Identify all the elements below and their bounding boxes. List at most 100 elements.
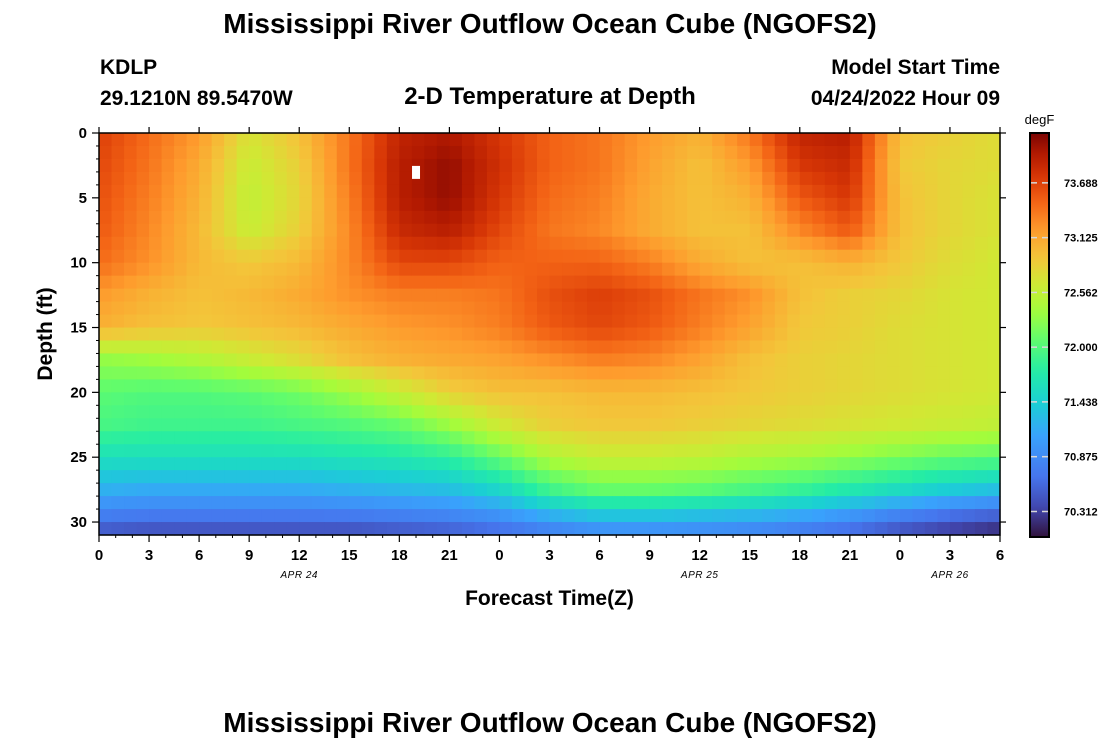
heatmap-cell	[887, 444, 901, 458]
heatmap-cell	[411, 405, 425, 419]
heatmap-cell	[987, 197, 1001, 212]
heatmap-cell	[824, 210, 838, 225]
heatmap-cell	[499, 288, 513, 303]
heatmap-cell	[124, 366, 138, 380]
heatmap-cell	[749, 457, 763, 471]
heatmap-cell	[424, 405, 438, 419]
heatmap-cell	[774, 236, 788, 251]
heatmap-cell	[674, 236, 688, 251]
heatmap-cell	[612, 314, 626, 329]
heatmap-cell	[536, 431, 551, 445]
heatmap-cell	[862, 197, 876, 212]
heatmap-cell	[424, 145, 438, 160]
heatmap-cell	[449, 340, 463, 355]
heatmap-cell	[612, 379, 626, 393]
heatmap-cell	[787, 184, 801, 199]
heatmap-cell	[662, 496, 676, 510]
heatmap-cell	[587, 133, 601, 147]
heatmap-cell	[899, 340, 913, 355]
heatmap-cell	[774, 184, 788, 199]
heatmap-cell	[899, 405, 913, 419]
heatmap-cell	[174, 275, 188, 290]
heatmap-cell	[299, 223, 313, 238]
heatmap-cell	[837, 210, 851, 225]
heatmap-cell	[486, 133, 501, 147]
heatmap-cell	[186, 431, 200, 445]
heatmap-cell	[849, 145, 863, 160]
heatmap-cell	[737, 145, 751, 160]
heatmap-cell	[762, 236, 776, 251]
heatmap-cell	[574, 340, 588, 355]
heatmap-cell	[662, 405, 676, 419]
heatmap-cell	[949, 509, 964, 523]
heatmap-cell	[937, 249, 951, 264]
heatmap-cell	[812, 418, 826, 432]
heatmap-cell	[336, 223, 350, 238]
heatmap-cell	[599, 457, 613, 471]
heatmap-cell	[174, 133, 188, 147]
heatmap-cell	[261, 418, 275, 432]
heatmap-cell	[249, 366, 263, 380]
heatmap-cell	[224, 184, 238, 199]
heatmap-cell	[336, 197, 350, 212]
heatmap-cell	[562, 496, 576, 510]
heatmap-cell	[824, 288, 838, 303]
heatmap-cell	[612, 158, 626, 173]
heatmap-cell	[774, 249, 788, 264]
heatmap-cell	[762, 470, 776, 484]
heatmap-cell	[536, 444, 551, 458]
heatmap-cell	[724, 444, 738, 458]
heatmap-cell	[286, 158, 300, 173]
heatmap-cell	[749, 379, 763, 393]
heatmap-cell	[587, 184, 601, 199]
heatmap-cell	[787, 133, 801, 147]
heatmap-cell	[549, 275, 563, 290]
heatmap-cell	[449, 379, 463, 393]
heatmap-cell	[324, 184, 338, 199]
heatmap-cell	[787, 275, 801, 290]
heatmap-cell	[486, 171, 501, 186]
heatmap-cell	[849, 262, 863, 277]
heatmap-cell	[399, 522, 413, 536]
heatmap-cell	[524, 340, 538, 355]
heatmap-cell	[862, 288, 876, 303]
heatmap-cell	[924, 392, 939, 406]
heatmap-cell	[524, 210, 538, 225]
heatmap-cell	[649, 405, 663, 419]
heatmap-cell	[574, 470, 588, 484]
heatmap-cell	[949, 133, 964, 147]
heatmap-cell	[762, 418, 776, 432]
heatmap-cell	[862, 392, 876, 406]
heatmap-cell	[211, 340, 225, 355]
heatmap-cell	[737, 197, 751, 212]
heatmap-cell	[349, 262, 363, 277]
heatmap-cell	[762, 314, 776, 329]
heatmap-cell	[724, 262, 738, 277]
heatmap-cell	[924, 249, 939, 264]
heatmap-cell	[274, 431, 288, 445]
heatmap-cell	[324, 275, 338, 290]
heatmap-cell	[361, 483, 375, 497]
heatmap-cell	[349, 392, 363, 406]
heatmap-cell	[536, 249, 551, 264]
heatmap-cell	[111, 197, 125, 212]
heatmap-cell	[949, 210, 964, 225]
heatmap-cell	[436, 509, 450, 523]
heatmap-cell	[912, 366, 926, 380]
heatmap-cell	[111, 496, 125, 510]
heatmap-cell	[424, 340, 438, 355]
heatmap-cell	[399, 197, 413, 212]
heatmap-cell	[699, 444, 713, 458]
heatmap-cell	[574, 301, 588, 316]
heatmap-cell	[424, 392, 438, 406]
heatmap-cell	[862, 262, 876, 277]
heatmap-cell	[486, 405, 501, 419]
heatmap-cell	[799, 457, 813, 471]
heatmap-cell	[386, 275, 400, 290]
heatmap-cell	[962, 483, 976, 497]
heatmap-cell	[449, 314, 463, 329]
heatmap-cell	[186, 509, 200, 523]
x-tick-label: 6	[195, 547, 203, 564]
heatmap-cell	[249, 470, 263, 484]
heatmap-cell	[436, 327, 450, 342]
